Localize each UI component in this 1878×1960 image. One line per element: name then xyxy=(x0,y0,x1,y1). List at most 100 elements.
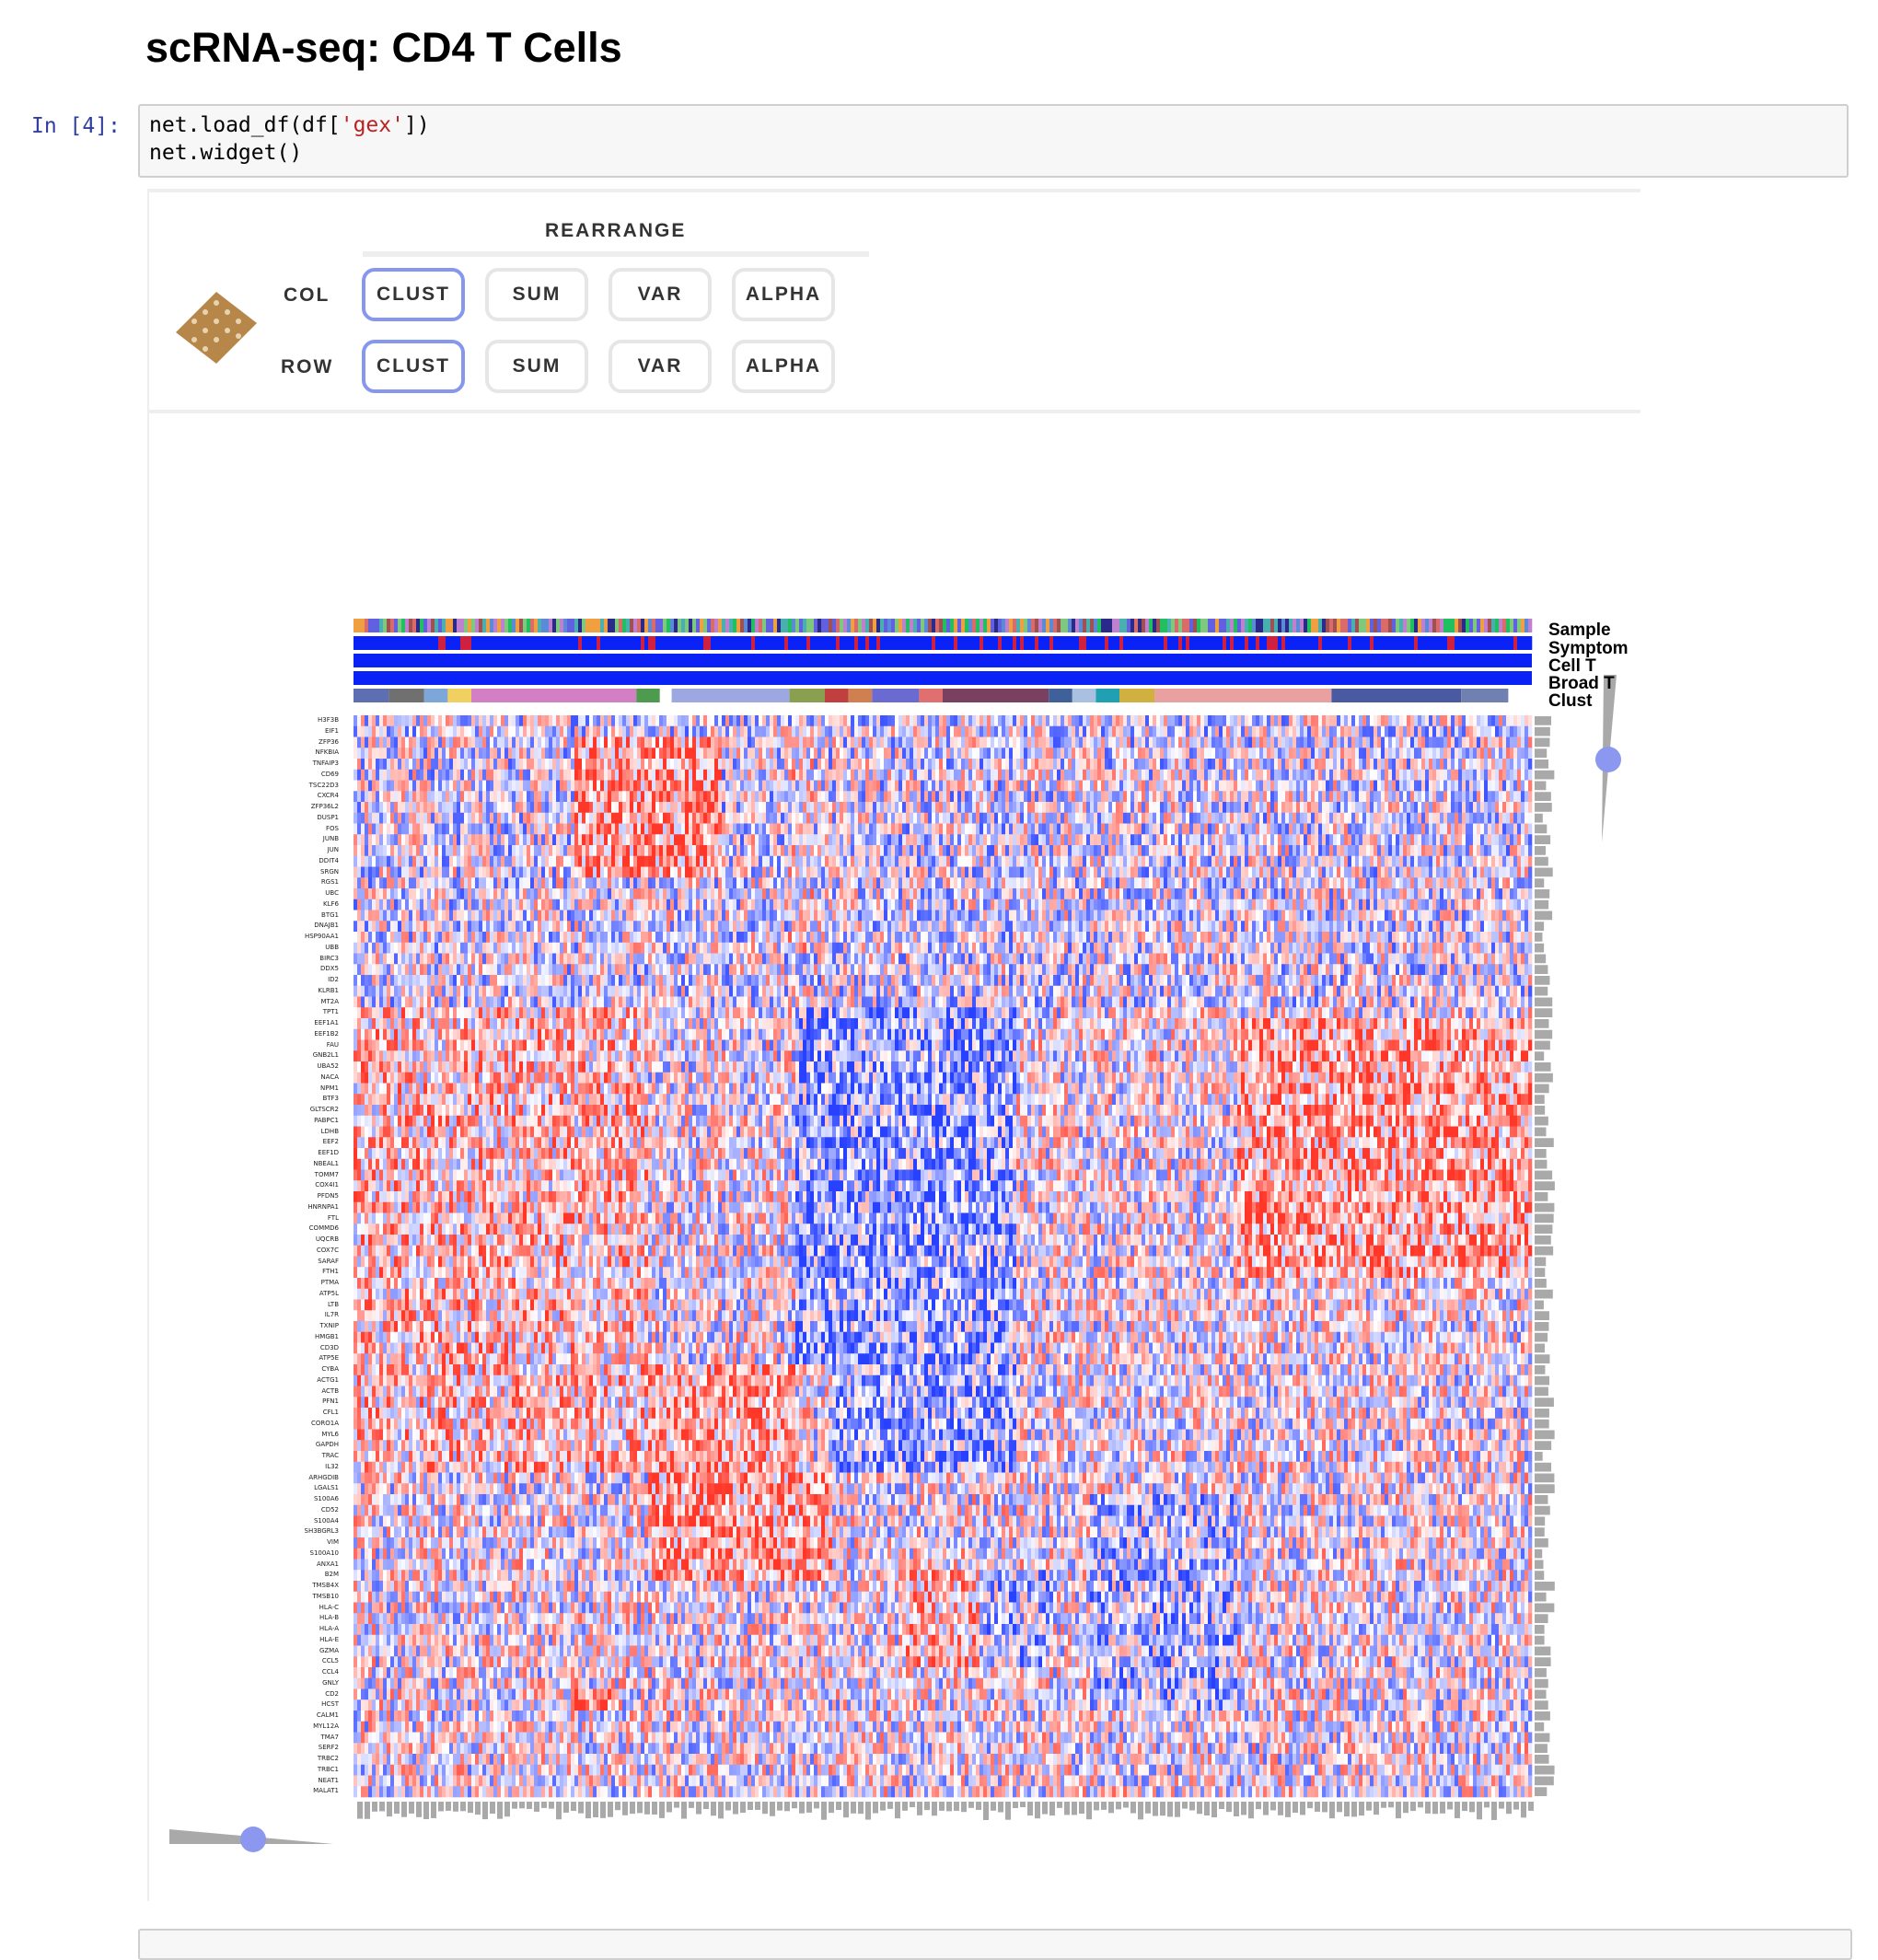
heatmap-cell xyxy=(357,802,361,813)
heatmap-cell xyxy=(1134,726,1138,737)
heatmap-cell xyxy=(1186,802,1189,813)
category-cell xyxy=(910,619,913,632)
heatmap-cell xyxy=(987,781,991,792)
heatmap-cell xyxy=(714,770,718,781)
category-cell xyxy=(725,619,729,632)
category-cell xyxy=(387,636,390,650)
heatmap-cell xyxy=(1477,726,1480,737)
heatmap-cell xyxy=(1009,834,1013,845)
heatmap-cell xyxy=(486,813,490,824)
heatmap-cell xyxy=(1223,813,1226,824)
heatmap-cell xyxy=(913,715,917,726)
heatmap-cell xyxy=(1455,759,1458,770)
heatmap-cell xyxy=(490,834,493,845)
heatmap-cell xyxy=(976,834,980,845)
heatmap-cell xyxy=(486,726,490,737)
heatmap-cell xyxy=(869,770,873,781)
heatmap-cell xyxy=(755,748,759,759)
heatmap-cell xyxy=(1432,759,1436,770)
heatmap-cell xyxy=(1322,781,1326,792)
heatmap-cell xyxy=(1108,748,1112,759)
heatmap-cell xyxy=(1013,813,1016,824)
cluster-block xyxy=(943,689,1049,702)
heatmap-cell xyxy=(1385,770,1388,781)
heatmap-cell xyxy=(523,802,527,813)
heatmap-cell xyxy=(873,791,876,802)
heatmap-cell xyxy=(957,781,961,792)
heatmap-cell xyxy=(545,748,549,759)
heatmap-cell xyxy=(1362,737,1366,748)
category-cell xyxy=(685,636,689,650)
heatmap-cell xyxy=(527,770,530,781)
heatmap-cell xyxy=(1171,813,1175,824)
heatmap-cell xyxy=(1123,791,1127,802)
heatmap-cell xyxy=(1333,834,1337,845)
heatmap-cell xyxy=(431,813,435,824)
heatmap-cell xyxy=(987,726,991,737)
category-cell xyxy=(961,619,965,632)
heatmap-cell xyxy=(1149,813,1153,824)
category-cell xyxy=(1447,619,1451,632)
heatmap-cell xyxy=(799,770,803,781)
heatmap-cell xyxy=(1178,748,1182,759)
category-cell xyxy=(991,636,994,650)
heatmap-cell xyxy=(1458,759,1462,770)
category-cell xyxy=(1296,636,1300,650)
heatmap-cell xyxy=(449,802,453,813)
heatmap-cell xyxy=(876,770,880,781)
heatmap-cell xyxy=(1458,770,1462,781)
heatmap-cell xyxy=(1455,824,1458,835)
heatmap-cell xyxy=(493,759,497,770)
heatmap-cell xyxy=(475,791,479,802)
heatmap-cell xyxy=(1175,781,1178,792)
heatmap-cell xyxy=(748,781,751,792)
category-cell xyxy=(585,636,589,650)
category-cell xyxy=(390,619,394,632)
heatmap-cell xyxy=(376,834,379,845)
heatmap-cell xyxy=(563,715,567,726)
heatmap-cell xyxy=(770,813,773,824)
heatmap-cell xyxy=(998,834,1002,845)
category-cell xyxy=(1145,636,1149,650)
heatmap-cell xyxy=(376,726,379,737)
code-cell[interactable]: net.load_df(df['gex']) net.widget() xyxy=(138,104,1849,178)
heatmap-cell xyxy=(1385,726,1388,737)
heatmap-cell xyxy=(880,715,884,726)
category-cell xyxy=(1495,619,1499,632)
heatmap-cell xyxy=(718,781,722,792)
category-cell xyxy=(1510,619,1513,632)
heatmap-cell xyxy=(1289,791,1293,802)
heatmap-cell xyxy=(365,802,368,813)
heatmap-cell xyxy=(530,737,534,748)
heatmap-cell xyxy=(674,770,678,781)
heatmap-cell xyxy=(777,781,781,792)
heatmap-cell xyxy=(1241,802,1245,813)
heatmap-cell xyxy=(847,737,851,748)
heatmap-cell xyxy=(626,715,630,726)
heatmap-cell xyxy=(1388,737,1392,748)
heatmap-cell xyxy=(1374,726,1377,737)
heatmap-cell xyxy=(357,715,361,726)
heatmap-cell xyxy=(1307,813,1311,824)
heatmap-cell xyxy=(906,770,910,781)
heatmap-cell xyxy=(1130,759,1134,770)
heatmap-cell xyxy=(574,770,578,781)
heatmap-cell xyxy=(589,737,593,748)
category-cell xyxy=(674,619,678,632)
category-cell xyxy=(1038,636,1042,650)
category-cell xyxy=(729,619,733,632)
heatmap-cell xyxy=(946,715,950,726)
heatmap-cell xyxy=(1142,726,1145,737)
heatmap-cell xyxy=(1524,791,1528,802)
heatmap-cell xyxy=(1134,715,1138,726)
heatmap-svg[interactable] xyxy=(149,189,1640,1901)
heatmap-cell xyxy=(1119,781,1123,792)
heatmap-cell xyxy=(541,759,545,770)
heatmap-cell xyxy=(696,770,700,781)
heatmap-cell xyxy=(843,781,847,792)
heatmap-cell xyxy=(1451,824,1455,835)
category-cell xyxy=(792,636,795,650)
heatmap-cell xyxy=(1392,813,1396,824)
heatmap-cell xyxy=(762,813,766,824)
heatmap-cell xyxy=(438,834,442,845)
